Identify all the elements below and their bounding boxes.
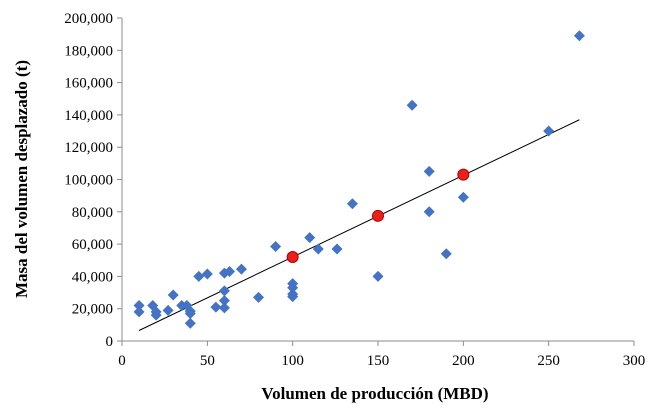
x-tick-label: 200 [452,353,475,369]
y-tick-label: 60,000 [72,237,113,253]
data-point-diamond [218,285,230,297]
data-point-circle [286,251,299,264]
data-point-diamond [304,232,316,244]
data-point-diamond [133,299,145,311]
data-point-diamond [573,30,585,42]
data-points [133,30,585,329]
x-tick-label: 100 [281,353,304,369]
data-point-diamond [210,301,222,313]
data-point-diamond [346,198,358,210]
y-tick-label: 140,000 [64,108,113,124]
data-point-diamond [235,263,247,275]
y-tick-label: 20,000 [72,302,113,318]
x-tick-label: 150 [367,353,390,369]
data-point-diamond [457,191,469,203]
data-point-diamond [423,165,435,177]
trendline-group [138,119,580,331]
y-tick-label: 40,000 [72,269,113,285]
data-point-diamond [287,278,299,290]
data-point-diamond [423,206,435,218]
y-tick-label: 180,000 [64,43,113,59]
x-axis-title: Volumen de producción (MBD) [261,384,488,403]
data-point-diamond [406,99,418,111]
data-point-diamond [184,317,196,329]
data-point-diamond [372,270,384,282]
axes: 0 20,000 40,000 60,000 80,000 100,000 120,000 1… [64,11,645,369]
y-tick-label: 0 [106,334,114,350]
data-point-diamond [253,291,265,303]
data-point-diamond [167,289,179,301]
data-point-diamond [193,270,205,282]
x-tick-label: 250 [537,353,560,369]
data-point-diamond [218,302,230,314]
data-point-diamond [287,288,299,300]
data-point-diamond [270,241,282,253]
y-tick-label: 200,000 [64,11,113,27]
y-tick-label: 80,000 [72,205,113,221]
data-point-diamond [162,304,174,316]
y-tick-label: 100,000 [64,173,113,189]
data-point-circle [372,209,384,222]
x-tick-label: 50 [200,353,215,369]
data-point-diamond [224,266,236,278]
data-point-diamond [150,309,162,321]
data-point-diamond [218,295,230,307]
x-tick-label: 300 [623,353,646,369]
data-point-diamond [312,243,324,255]
data-point-diamond [133,306,145,318]
data-point-diamond [440,248,452,260]
y-tick-label: 120,000 [64,140,113,156]
y-axis-title: Masa del volumen desplazado (t) [12,60,31,298]
data-point-circle [457,168,470,181]
x-tick-label: 0 [118,353,126,369]
data-point-diamond [331,243,343,255]
y-tick-label: 160,000 [64,76,113,92]
trendline [138,119,580,331]
data-point-diamond [184,308,196,320]
data-point-diamond [543,125,555,137]
data-point-diamond [201,268,213,280]
